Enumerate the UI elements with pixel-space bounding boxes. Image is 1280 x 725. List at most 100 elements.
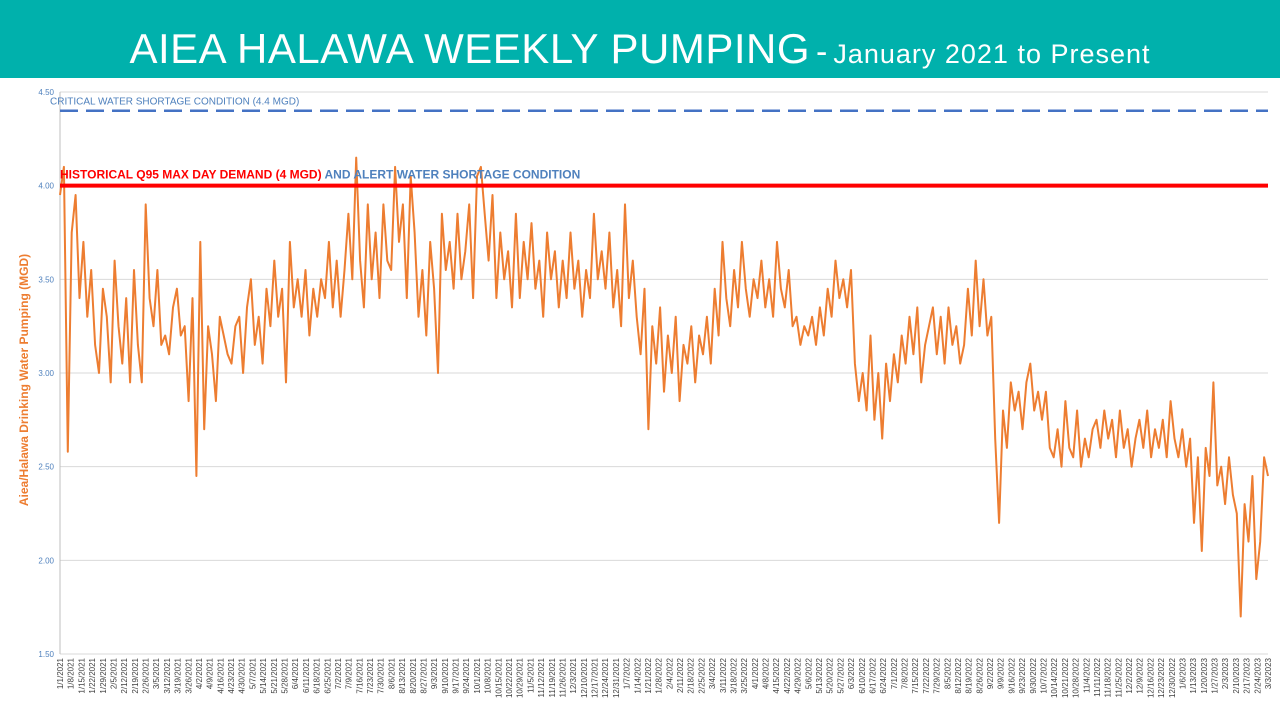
x-tick-label: 3/26/2021 bbox=[184, 657, 193, 693]
x-tick-label: 6/4/2021 bbox=[291, 657, 300, 689]
x-tick-label: 5/27/2022 bbox=[836, 657, 845, 693]
x-tick-label: 2/24/2023 bbox=[1253, 657, 1262, 693]
x-tick-label: 12/23/2022 bbox=[1157, 657, 1166, 698]
x-tick-label: 2/5/2021 bbox=[109, 657, 118, 689]
y-tick-label: 3.00 bbox=[38, 369, 54, 378]
x-tick-label: 6/10/2022 bbox=[858, 657, 867, 693]
x-tick-label: 4/30/2021 bbox=[238, 657, 247, 693]
x-tick-label: 1/21/2022 bbox=[644, 657, 653, 693]
x-tick-label: 6/25/2021 bbox=[323, 657, 332, 693]
x-tick-label: 3/18/2022 bbox=[729, 657, 738, 693]
x-tick-label: 10/15/2021 bbox=[494, 657, 503, 698]
y-tick-label: 2.50 bbox=[38, 463, 54, 472]
x-tick-label: 10/1/2021 bbox=[473, 657, 482, 693]
x-tick-label: 4/9/2021 bbox=[206, 657, 215, 689]
x-tick-label: 12/31/2021 bbox=[612, 657, 621, 698]
x-tick-label: 6/17/2022 bbox=[868, 657, 877, 693]
x-tick-label: 8/26/2022 bbox=[975, 657, 984, 693]
x-tick-label: 12/10/2021 bbox=[580, 657, 589, 698]
x-tick-label: 9/23/2022 bbox=[1018, 657, 1027, 693]
y-tick-label: 4.00 bbox=[38, 182, 54, 191]
alert-label-blue: AND ALERT WATER SHORTAGE CONDITION bbox=[322, 168, 581, 182]
chart-area: 1.50 2.00 2.50 3.00 3.50 4.00 4.50 1/1/2021 1/8… bbox=[0, 78, 1280, 720]
x-tick-label: 12/17/2021 bbox=[591, 657, 600, 698]
x-tick-label: 7/30/2021 bbox=[377, 657, 386, 693]
x-tick-label: 6/11/2021 bbox=[302, 657, 311, 693]
x-tick-label: 8/19/2022 bbox=[965, 657, 974, 693]
x-axis: 1/1/2021 1/8/2021 1/15/2021 1/22/2021 1/29/2… bbox=[56, 657, 1273, 698]
x-tick-label: 5/7/2021 bbox=[248, 657, 257, 689]
x-tick-label: 8/12/2022 bbox=[954, 657, 963, 693]
x-tick-label: 5/28/2021 bbox=[280, 657, 289, 693]
x-tick-label: 1/29/2021 bbox=[99, 657, 108, 693]
x-tick-label: 1/7/2022 bbox=[623, 657, 632, 689]
x-tick-label: 6/18/2021 bbox=[313, 657, 322, 693]
x-tick-label: 7/15/2022 bbox=[911, 657, 920, 693]
x-tick-label: 9/17/2021 bbox=[452, 657, 461, 693]
x-tick-label: 10/22/2021 bbox=[505, 657, 514, 698]
x-tick-label: 11/4/2022 bbox=[1082, 657, 1091, 693]
x-tick-label: 8/13/2021 bbox=[398, 657, 407, 693]
x-tick-label: 7/23/2021 bbox=[366, 657, 375, 693]
title-main: AIEA HALAWA WEEKLY PUMPING bbox=[129, 25, 810, 72]
x-tick-label: 10/21/2022 bbox=[1061, 657, 1070, 698]
x-tick-label: 9/30/2022 bbox=[1029, 657, 1038, 693]
x-tick-label: 4/16/2021 bbox=[216, 657, 225, 693]
title-subtitle: January 2021 to Present bbox=[833, 39, 1151, 69]
x-tick-label: 1/14/2022 bbox=[633, 657, 642, 693]
x-tick-label: 3/11/2022 bbox=[719, 657, 728, 693]
x-tick-label: 7/2/2021 bbox=[334, 657, 343, 689]
x-tick-label: 5/14/2021 bbox=[259, 657, 268, 693]
x-tick-label: 5/6/2022 bbox=[804, 657, 813, 689]
x-tick-label: 7/9/2021 bbox=[345, 657, 354, 689]
x-tick-label: 9/10/2021 bbox=[441, 657, 450, 693]
x-tick-label: 3/19/2021 bbox=[174, 657, 183, 693]
x-tick-label: 2/26/2021 bbox=[142, 657, 151, 693]
x-tick-label: 4/1/2022 bbox=[751, 657, 760, 689]
x-tick-label: 11/26/2021 bbox=[558, 657, 567, 697]
x-tick-label: 4/2/2021 bbox=[195, 657, 204, 689]
x-tick-label: 12/2/2022 bbox=[1125, 657, 1134, 693]
x-tick-label: 4/22/2022 bbox=[783, 657, 792, 693]
x-tick-label: 4/29/2022 bbox=[794, 657, 803, 693]
x-tick-label: 10/7/2022 bbox=[1040, 657, 1049, 693]
x-tick-label: 8/27/2021 bbox=[419, 657, 428, 693]
x-tick-label: 12/24/2021 bbox=[601, 657, 610, 698]
x-tick-label: 2/18/2022 bbox=[687, 657, 696, 693]
x-tick-label: 12/30/2022 bbox=[1168, 657, 1177, 698]
x-tick-label: 7/16/2021 bbox=[355, 657, 364, 693]
x-tick-label: 5/13/2022 bbox=[815, 657, 824, 693]
title-separator: - bbox=[816, 33, 828, 71]
y-tick-label: 3.50 bbox=[38, 275, 54, 284]
y-axis-title: Aiea/Halawa Drinking Water Pumping (MGD) bbox=[17, 254, 31, 506]
alert-label-red: HISTORICAL Q95 MAX DAY DEMAND (4 MGD) bbox=[60, 168, 322, 182]
x-tick-label: 1/20/2023 bbox=[1200, 657, 1209, 693]
alert-demand-label: HISTORICAL Q95 MAX DAY DEMAND (4 MGD) AN… bbox=[60, 168, 580, 182]
series-layer bbox=[59, 156, 1269, 618]
x-tick-label: 3/3/2023 bbox=[1264, 657, 1273, 689]
y-axis: 1.50 2.00 2.50 3.00 3.50 4.00 4.50 bbox=[38, 88, 61, 659]
x-tick-label: 5/21/2021 bbox=[270, 657, 279, 693]
x-tick-label: 11/25/2022 bbox=[1114, 657, 1123, 697]
x-tick-label: 3/25/2022 bbox=[740, 657, 749, 693]
x-tick-label: 2/3/2023 bbox=[1221, 657, 1230, 689]
x-tick-label: 9/2/2022 bbox=[986, 657, 995, 689]
x-tick-label: 12/3/2021 bbox=[569, 657, 578, 693]
x-tick-label: 4/23/2021 bbox=[227, 657, 236, 693]
x-tick-label: 7/8/2022 bbox=[901, 657, 910, 689]
x-tick-label: 10/28/2022 bbox=[1072, 657, 1081, 698]
x-tick-label: 4/8/2022 bbox=[762, 657, 771, 689]
x-tick-label: 2/17/2023 bbox=[1243, 657, 1252, 693]
critical-shortage-label: CRITICAL WATER SHORTAGE CONDITION (4.4 M… bbox=[50, 97, 299, 108]
x-tick-label: 1/8/2021 bbox=[67, 657, 76, 689]
pumping-series-line bbox=[59, 156, 1269, 618]
x-tick-label: 2/4/2022 bbox=[665, 657, 674, 689]
x-tick-label: 7/1/2022 bbox=[890, 657, 899, 689]
x-tick-label: 7/22/2022 bbox=[922, 657, 931, 693]
y-tick-label: 4.50 bbox=[38, 88, 54, 97]
pumping-line-chart: 1.50 2.00 2.50 3.00 3.50 4.00 4.50 1/1/2021 1/8… bbox=[17, 88, 1273, 698]
title-banner bbox=[0, 0, 1280, 78]
x-tick-label: 11/18/2022 bbox=[1104, 657, 1113, 697]
x-tick-label: 2/11/2022 bbox=[676, 657, 685, 693]
x-tick-label: 2/10/2023 bbox=[1232, 657, 1241, 693]
